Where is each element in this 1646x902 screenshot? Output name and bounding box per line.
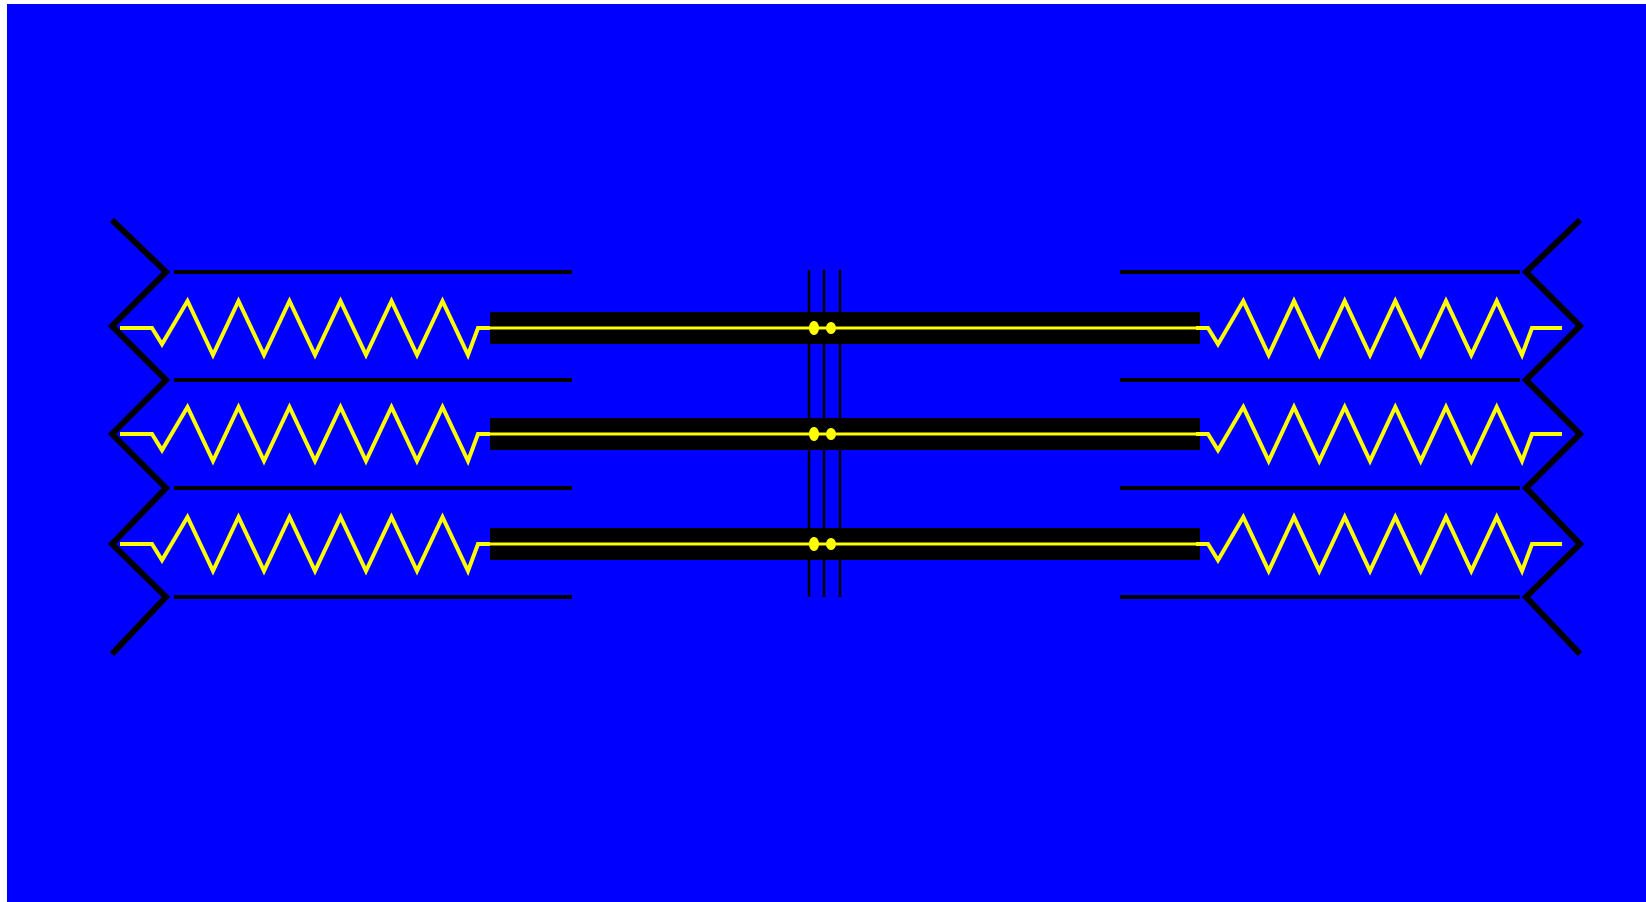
left-wall-group (107, 217, 171, 657)
row-2-right-coil-spring-icon (1196, 402, 1562, 467)
row-2-left-coil-spring-icon (120, 402, 490, 467)
row-3-left-coil-spring-icon (120, 512, 490, 577)
row-3-right-coil-spring-icon (1196, 512, 1562, 577)
row-3-center-junction-icon-left (809, 537, 819, 551)
spring-rod-row-3 (120, 512, 1562, 577)
row-3-center-junction-icon-right (826, 538, 836, 550)
right-wall-group (1521, 217, 1585, 657)
diagram-background (7, 4, 1646, 902)
row-1-right-coil-spring-icon (1196, 296, 1562, 361)
row-2-center-junction-icon-left (809, 427, 819, 441)
guide-lines-group (174, 270, 1520, 599)
spring-rod-rows-group (120, 296, 1562, 577)
row-2-center-junction-icon-right (826, 428, 836, 440)
spring-rod-row-2 (120, 402, 1562, 467)
row-1-center-junction-icon-right (826, 322, 836, 334)
right-zigzag-wall-icon (1521, 217, 1585, 657)
left-zigzag-wall-icon (107, 217, 171, 657)
row-1-left-coil-spring-icon (120, 296, 490, 361)
spring-rod-row-1 (120, 296, 1562, 361)
row-1-center-junction-icon-left (809, 321, 819, 335)
